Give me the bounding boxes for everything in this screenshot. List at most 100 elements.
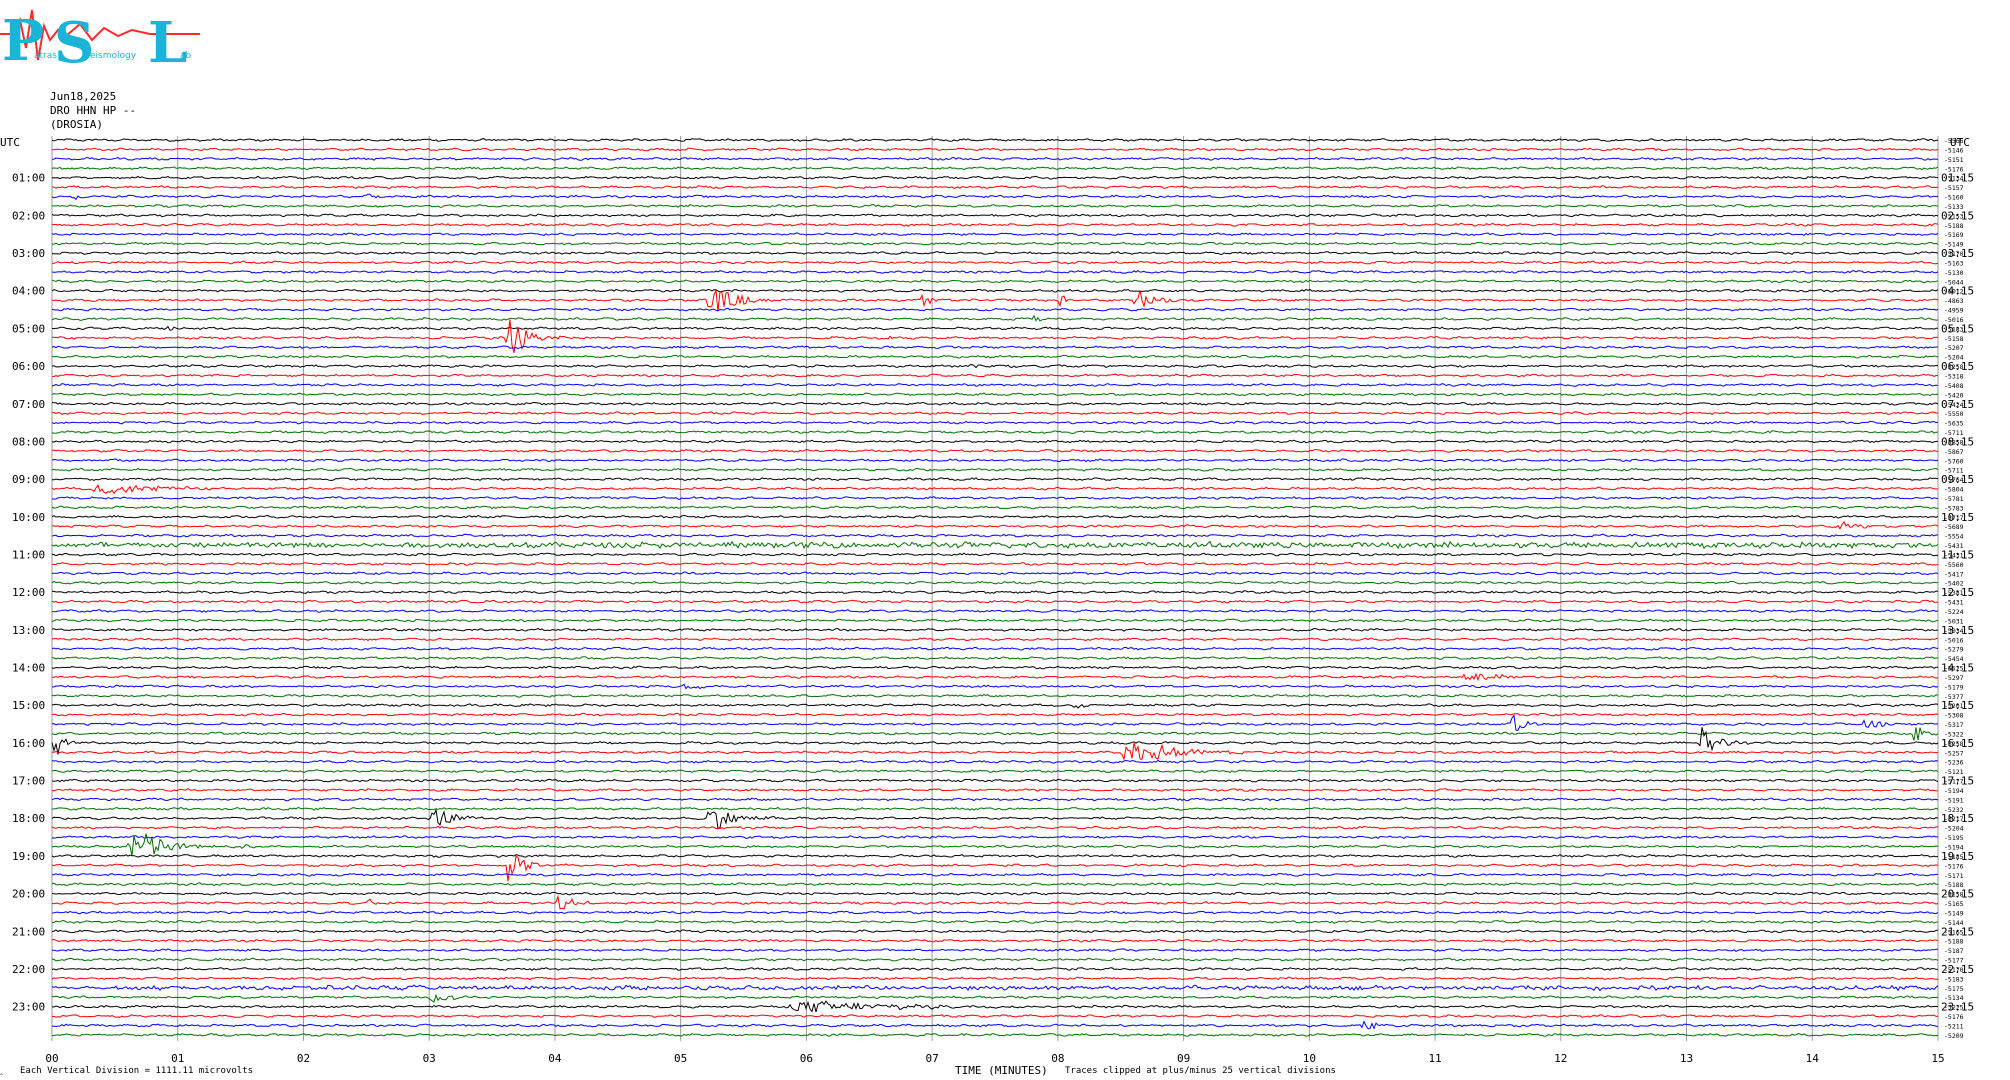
trace-offset-label: -5177 <box>1944 957 1964 965</box>
header-date: Jun18,2025 <box>50 90 117 103</box>
trace-line <box>51 477 1939 482</box>
right-hour-label: 03:15 <box>1941 247 1974 260</box>
trace-offset-label: -5322 <box>1944 730 1964 738</box>
right-hour-label: 21:15 <box>1941 925 1974 938</box>
logo-word-3: ab <box>180 51 192 61</box>
axis-labels: 00 01 02 03 04 05 06 07 08 09 10 11 12 13 14 15-5566-51… <box>0 136 1974 1065</box>
trace-line <box>51 533 1939 538</box>
trace-line <box>51 788 1939 792</box>
left-hour-label: 14:00 <box>12 662 45 675</box>
trace-line <box>51 580 1939 585</box>
right-hour-label: 04:15 <box>1941 285 1974 298</box>
trace-line <box>51 232 1939 237</box>
trace-offset-label: -5431 <box>1944 542 1964 550</box>
trace-offset-label: -5185 <box>1944 853 1964 861</box>
trace-line <box>51 269 1939 274</box>
trace-line <box>51 571 1939 576</box>
trace-line <box>51 467 1939 472</box>
trace-offset-label: -5377 <box>1944 693 1964 701</box>
left-hour-label: 21:00 <box>12 925 45 938</box>
trace-offset-label: -5191 <box>1944 796 1964 804</box>
trace-offset-label: -5211 <box>1944 1022 1964 1030</box>
trace-offset-label: -5550 <box>1944 410 1964 418</box>
left-hour-label: 10:00 <box>12 511 45 524</box>
x-tick-label: 12 <box>1554 1052 1567 1065</box>
trace-line <box>51 514 1939 519</box>
trace-line <box>51 496 1939 500</box>
seismogram-traces <box>51 138 1939 1037</box>
right-hour-label: 15:15 <box>1941 699 1974 712</box>
trace-line <box>51 222 1939 227</box>
trace-line <box>51 637 1939 642</box>
trace-line <box>51 797 1939 802</box>
trace-offset-label: -5781 <box>1944 495 1964 503</box>
logo-letter-s: S <box>54 10 94 72</box>
trace-offset-label: -5308 <box>1944 712 1964 720</box>
trace-line <box>51 540 1939 550</box>
trace-line <box>51 401 1939 406</box>
trace-line <box>51 929 1939 934</box>
right-hour-label: 08:15 <box>1941 435 1974 448</box>
trace-line <box>51 891 1939 896</box>
trace-line <box>51 1020 1939 1030</box>
trace-offset-label: -5224 <box>1944 608 1964 616</box>
trace-line <box>51 769 1939 774</box>
trace-offset-label: -5804 <box>1944 486 1964 494</box>
trace-line <box>51 314 1939 322</box>
left-hour-label: 23:00 <box>12 1001 45 1014</box>
left-hour-label: 07:00 <box>12 398 45 411</box>
x-tick-label: 09 <box>1177 1052 1190 1065</box>
trace-offset-label: -5171 <box>1944 872 1964 880</box>
trace-line <box>51 279 1939 284</box>
trace-offset-label: -5408 <box>1944 382 1964 390</box>
left-hour-label: 08:00 <box>12 435 45 448</box>
x-tick-label: 13 <box>1680 1052 1693 1065</box>
trace-offset-label: -5183 <box>1944 975 1964 983</box>
x-tick-label: 01 <box>171 1052 184 1065</box>
trace-line <box>51 520 1939 530</box>
trace-offset-label: -5158 <box>1944 335 1964 343</box>
trace-line <box>51 853 1939 858</box>
trace-line <box>51 392 1939 397</box>
trace-offset-label: -5566 <box>1944 137 1964 145</box>
trace-line <box>51 672 1939 682</box>
trace-line <box>51 833 1939 856</box>
trace-offset-label: -5133 <box>1944 203 1964 211</box>
trace-offset-label: -5402 <box>1944 580 1964 588</box>
trace-offset-label: -5431 <box>1944 551 1964 559</box>
trace-line <box>51 609 1939 613</box>
trace-line <box>51 251 1939 255</box>
trace-line <box>51 910 1939 915</box>
trace-offset-label: -5130 <box>1944 269 1964 277</box>
trace-offset-label: -5160 <box>1944 194 1964 202</box>
trace-offset-label: -5153 <box>1944 212 1964 220</box>
trace-offset-label: -5424 <box>1944 401 1964 409</box>
trace-offset-label: -5318 <box>1944 373 1964 381</box>
trace-offset-label: -5711 <box>1944 429 1964 437</box>
trace-offset-label: -5431 <box>1944 599 1964 607</box>
trace-line <box>51 213 1939 218</box>
trace-offset-label: -5454 <box>1944 655 1964 663</box>
trace-offset-label: -5195 <box>1944 834 1964 842</box>
trace-offset-label: -5279 <box>1944 646 1964 654</box>
trace-offset-label: -5207 <box>1944 344 1964 352</box>
trace-offset-label: -5031 <box>1944 617 1964 625</box>
right-hour-label: 06:15 <box>1941 360 1974 373</box>
trace-offset-label: -5417 <box>1944 570 1964 578</box>
right-hour-label: 11:15 <box>1941 548 1974 561</box>
trace-line <box>51 919 1939 924</box>
trace-offset-label: -5175 <box>1944 985 1964 993</box>
logo-letter-p: P <box>2 8 44 72</box>
trace-line <box>51 307 1939 312</box>
trace-offset-label: -5317 <box>1944 721 1964 729</box>
x-tick-label: 06 <box>800 1052 813 1065</box>
trace-line <box>51 693 1939 698</box>
trace-line <box>51 938 1939 943</box>
trace-line <box>51 449 1939 453</box>
trace-offset-label: -5525 <box>1944 665 1964 673</box>
trace-offset-label: -5016 <box>1944 636 1964 644</box>
trace-line <box>51 175 1939 180</box>
trace-line <box>51 627 1939 632</box>
trace-line <box>51 1033 1939 1037</box>
trace-offset-label: -5225 <box>1944 1004 1964 1012</box>
